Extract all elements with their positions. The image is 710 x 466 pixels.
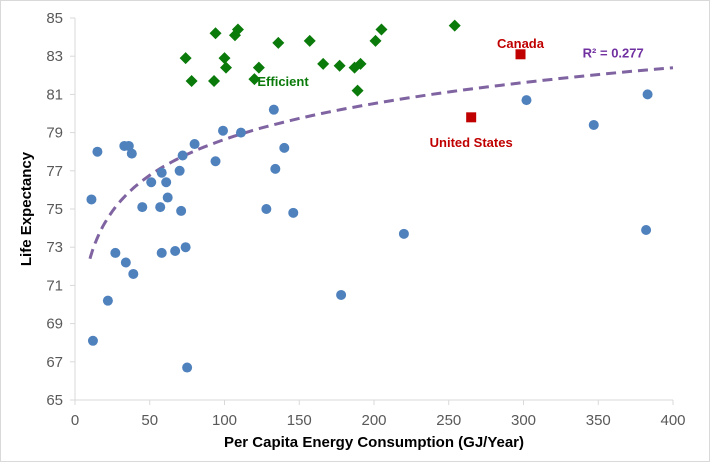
- data-point-diamond: [248, 73, 261, 86]
- y-tick-label: 71: [46, 277, 63, 294]
- data-point-circle: [170, 246, 181, 257]
- y-ticks: 65 67 69 71 73 75 77 79 81 83 85: [46, 10, 75, 409]
- data-point-circle: [156, 167, 167, 178]
- data-point-circle: [86, 194, 97, 205]
- data-point-circle: [398, 228, 409, 239]
- data-point-circle: [210, 156, 221, 167]
- data-point-circle: [177, 150, 188, 161]
- y-tick-label: 85: [46, 10, 63, 27]
- data-point-diamond: [219, 61, 232, 74]
- data-point-diamond: [272, 36, 285, 49]
- data-point-diamond: [369, 34, 382, 47]
- data-point-circle: [235, 127, 246, 138]
- annotation-united-states: United States: [430, 135, 513, 150]
- y-axis-title: Life Expectancy: [18, 151, 35, 266]
- data-point-diamond: [448, 19, 461, 32]
- data-point-diamond: [303, 34, 316, 47]
- data-point-diamond: [351, 84, 364, 97]
- y-tick-label: 83: [46, 48, 63, 65]
- data-point-circle: [123, 140, 134, 151]
- y-tick-label: 79: [46, 125, 63, 142]
- data-point-circle: [642, 89, 653, 100]
- data-point-circle: [102, 295, 113, 306]
- data-point-circle: [261, 204, 272, 214]
- data-point-circle: [110, 247, 121, 258]
- data-point-diamond: [354, 57, 367, 70]
- data-point-diamond: [317, 57, 330, 70]
- x-ticks: 0 50 100 150 200 250 300 350 400: [71, 400, 686, 429]
- data-point-diamond: [375, 23, 388, 36]
- data-point-circle: [270, 163, 281, 174]
- annotation-canada: Canada: [497, 36, 545, 51]
- data-point-diamond: [333, 59, 346, 72]
- data-point-circle: [176, 205, 187, 216]
- x-tick-label: 400: [660, 412, 685, 429]
- x-tick-label: 0: [71, 412, 79, 429]
- x-tick-label: 300: [511, 412, 536, 429]
- data-point-canada: [515, 49, 526, 60]
- annotation-efficient: Efficient: [257, 74, 309, 89]
- data-point-circle: [279, 142, 290, 153]
- data-point-diamond: [348, 61, 361, 74]
- data-point-circle: [268, 104, 279, 115]
- data-point-diamond: [179, 52, 192, 65]
- data-point-circle: [137, 202, 148, 213]
- data-point-circle: [180, 242, 191, 253]
- x-axis-title: Per Capita Energy Consumption (GJ/Year): [224, 434, 524, 451]
- x-tick-label: 50: [141, 412, 158, 429]
- points-group: [86, 19, 653, 373]
- data-point-circle: [336, 289, 347, 300]
- y-tick-label: 81: [46, 86, 63, 103]
- data-point-diamond: [252, 61, 265, 74]
- data-point-diamond: [185, 75, 198, 88]
- x-tick-label: 350: [586, 412, 611, 429]
- annotation-r-0-277: R² = 0.277: [583, 45, 644, 60]
- x-tick-label: 150: [287, 412, 312, 429]
- data-point-circle: [87, 335, 98, 346]
- y-tick-label: 65: [46, 392, 63, 409]
- x-tick-label: 250: [436, 412, 461, 429]
- data-point-circle: [174, 165, 185, 176]
- data-point-circle: [146, 177, 157, 188]
- data-point-circle: [641, 225, 652, 236]
- data-point-diamond: [218, 52, 231, 65]
- data-point-circle: [288, 207, 299, 218]
- data-point-circle: [218, 125, 229, 136]
- data-point-circle: [128, 268, 139, 279]
- y-tick-label: 73: [46, 239, 63, 256]
- data-point-circle: [92, 146, 103, 157]
- trendline: [88, 66, 674, 260]
- data-point-circle: [189, 139, 200, 150]
- data-point-circle: [120, 257, 131, 268]
- data-point-united-states: [466, 112, 477, 123]
- data-point-circle: [521, 95, 532, 106]
- axes: 65 67 69 71 73 75 77 79 81 83 85 0 50 100 150 200 250 30…: [46, 10, 685, 429]
- y-tick-label: 75: [46, 201, 63, 218]
- x-tick-label: 200: [361, 412, 386, 429]
- data-point-circle: [162, 192, 173, 203]
- annotations-group: Efficient Canada United States R² = 0.277: [257, 36, 643, 150]
- data-point-circle: [156, 247, 167, 258]
- data-point-diamond: [231, 23, 244, 36]
- data-point-circle: [161, 177, 172, 188]
- y-tick-label: 77: [46, 163, 63, 180]
- data-point-diamond: [208, 75, 221, 88]
- data-point-circle: [155, 202, 166, 213]
- trendline-group: [88, 66, 674, 260]
- x-tick-label: 100: [212, 412, 237, 429]
- data-point-circle: [126, 148, 137, 159]
- y-tick-label: 67: [46, 354, 63, 371]
- data-point-circle: [588, 119, 599, 130]
- y-tick-label: 69: [46, 316, 63, 333]
- data-point-diamond: [209, 27, 222, 40]
- data-point-circle: [182, 362, 193, 373]
